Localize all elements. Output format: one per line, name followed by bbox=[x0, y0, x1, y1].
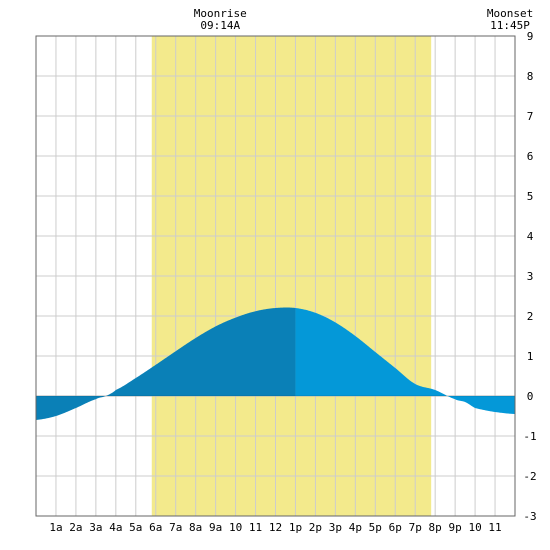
x-tick-label: 6p bbox=[389, 521, 402, 534]
x-tick-label: 10 bbox=[468, 521, 481, 534]
y-tick-label: 1 bbox=[527, 350, 534, 363]
x-tick-label: 4a bbox=[109, 521, 122, 534]
y-tick-label: -2 bbox=[523, 470, 536, 483]
x-tick-label: 1a bbox=[49, 521, 62, 534]
x-tick-label: 11 bbox=[249, 521, 262, 534]
x-tick-label: 1p bbox=[289, 521, 302, 534]
x-tick-label: 4p bbox=[349, 521, 362, 534]
x-tick-labels: 1a 2a 3a 4a 5a 6a 7a 8a 9a 10 11 12 1p 2p 3p 4p 5p 6p 7p 8p… bbox=[49, 521, 501, 534]
y-tick-label: -1 bbox=[523, 430, 536, 443]
x-tick-label: 8a bbox=[189, 521, 202, 534]
tide-area-after-peak bbox=[295, 308, 515, 414]
x-tick-label: 8p bbox=[429, 521, 442, 534]
x-tick-label: 7p bbox=[409, 521, 422, 534]
y-tick-label: 4 bbox=[527, 230, 534, 243]
x-tick-label: 5p bbox=[369, 521, 382, 534]
moon-event-time: 09:14A bbox=[200, 19, 240, 32]
x-tick-label: 11 bbox=[488, 521, 501, 534]
x-tick-label: 2a bbox=[69, 521, 82, 534]
grid-layer bbox=[36, 35, 515, 517]
y-tick-label: 2 bbox=[527, 310, 534, 323]
y-tick-label: -3 bbox=[523, 510, 536, 523]
y-tick-labels: -3 -2 -1 0 1 2 3 4 5 6 7 8 9 bbox=[523, 30, 536, 523]
tide-area-before-peak bbox=[36, 307, 296, 420]
y-tick-label: 9 bbox=[527, 30, 534, 43]
y-tick-label: 8 bbox=[527, 70, 534, 83]
x-tick-label: 2p bbox=[309, 521, 322, 534]
x-tick-label: 6a bbox=[149, 521, 162, 534]
y-tick-label: 0 bbox=[527, 390, 534, 403]
x-tick-label: 3p bbox=[329, 521, 342, 534]
x-tick-label: 10 bbox=[229, 521, 242, 534]
y-tick-label: 6 bbox=[527, 150, 534, 163]
x-tick-label: 7a bbox=[169, 521, 182, 534]
moon-event-label: Moonrise bbox=[194, 7, 247, 20]
x-tick-label: 9a bbox=[209, 521, 222, 534]
tide-layer bbox=[36, 307, 515, 420]
x-tick-label: 9p bbox=[449, 521, 462, 534]
y-tick-label: 5 bbox=[527, 190, 534, 203]
y-tick-label: 3 bbox=[527, 270, 534, 283]
x-tick-label: 3a bbox=[89, 521, 102, 534]
moon-event-label: Moonset bbox=[487, 7, 533, 20]
moon-event-time: 11:45P bbox=[490, 19, 530, 32]
y-tick-label: 7 bbox=[527, 110, 534, 123]
plot-border bbox=[35, 35, 516, 517]
x-tick-label: 12 bbox=[269, 521, 282, 534]
x-tick-label: 5a bbox=[129, 521, 142, 534]
